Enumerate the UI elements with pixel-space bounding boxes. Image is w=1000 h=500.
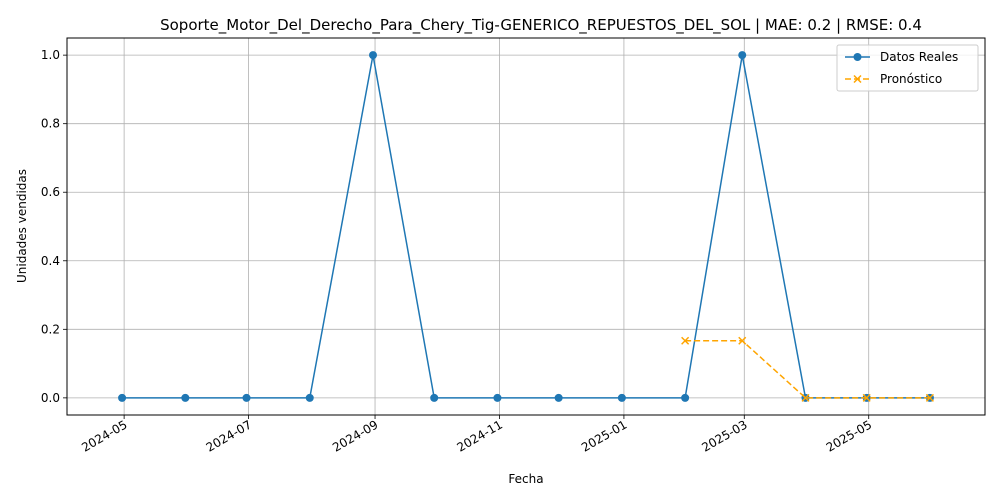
data-point (862, 393, 871, 402)
data-point (738, 336, 747, 345)
series-line (122, 55, 930, 399)
x-tick-label: 2025-01 (579, 417, 629, 454)
x-tick-label: 2024-07 (204, 417, 254, 454)
data-point (242, 393, 251, 402)
data-point (305, 393, 314, 402)
data-point (925, 393, 934, 402)
legend-label: Pronóstico (880, 72, 942, 86)
y-tick-label: 0.6 (41, 185, 60, 199)
legend-box (836, 44, 979, 92)
data-point (681, 336, 690, 345)
data-point (738, 51, 747, 60)
x-tick-label: 2024-11 (455, 417, 505, 454)
legend-entry: Datos Reales (845, 50, 958, 64)
y-tick-label: 0.8 (41, 117, 60, 131)
data-point (369, 51, 377, 60)
legend-marker (853, 53, 862, 61)
data-point (681, 393, 690, 402)
legend-label: Datos Reales (880, 50, 958, 64)
grid (67, 38, 985, 415)
series-line (685, 339, 930, 399)
series-1 (681, 336, 934, 402)
y-tick-label: 1.0 (41, 48, 60, 62)
x-axis-ticks: 2024-05 2024-07 2024-09 2024-11 2025-01 2025-… (79, 415, 874, 455)
y-tick-label: 0.2 (41, 322, 60, 336)
x-tick-label: 2025-03 (699, 417, 749, 454)
y-tick-label: 0.0 (41, 391, 60, 405)
x-axis-title: Fecha (508, 472, 543, 486)
series-layer (118, 51, 934, 402)
data-point (617, 393, 626, 402)
x-tick-label: 2024-09 (330, 417, 380, 454)
data-point (118, 393, 127, 402)
legend: Datos Reales Pronóstico (836, 44, 979, 92)
x-tick-label: 2024-05 (79, 417, 129, 454)
data-point (430, 393, 439, 402)
data-point (493, 393, 502, 402)
legend-entry: Pronóstico (845, 72, 942, 86)
series-0 (118, 51, 934, 402)
data-point (801, 393, 810, 402)
legend-marker (853, 74, 862, 84)
plot-area-frame (66, 37, 986, 416)
x-tick-label: 2025-05 (824, 417, 874, 454)
y-tick-label: 0.4 (41, 254, 60, 268)
data-point (554, 393, 563, 402)
y-axis-title: Unidades vendidas (15, 169, 29, 283)
data-point (181, 393, 190, 402)
chart-title: Soporte_Motor_Del_Derecho_Para_Chery_Tig… (160, 16, 922, 35)
y-axis-ticks: 0.0 0.2 0.4 0.6 0.8 1.0 (41, 48, 67, 405)
